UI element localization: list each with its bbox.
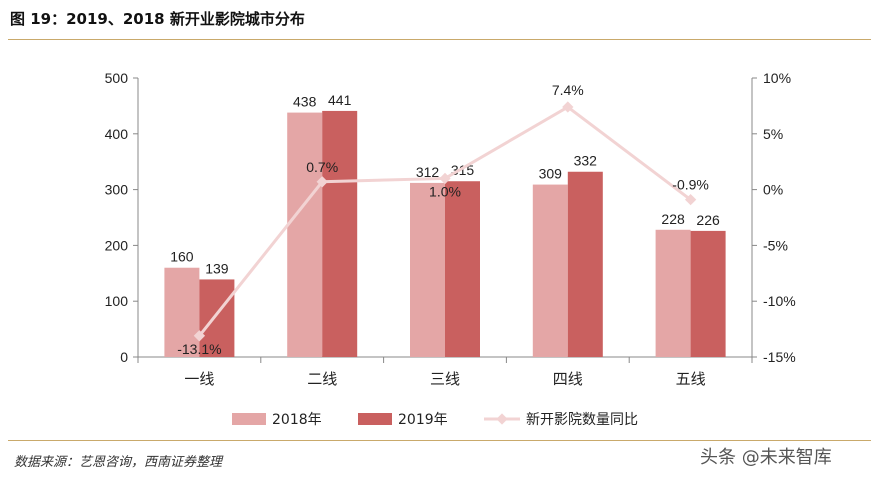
legend-swatch [358, 413, 392, 425]
x-tick-label: 二线 [307, 370, 337, 388]
y-right-tick-label: 0% [763, 182, 783, 198]
bar-data-label: 160 [170, 249, 194, 265]
y-left-tick-label: 200 [105, 237, 129, 253]
y-left-tick-label: 400 [105, 126, 129, 142]
x-tick-label: 四线 [553, 370, 583, 388]
bar-2018年 [655, 229, 691, 357]
footer-divider [8, 440, 871, 441]
watermark: 头条 @未来智库 [700, 447, 832, 468]
bar-2019年 [567, 171, 603, 357]
bar-data-label: 438 [293, 94, 317, 110]
bar-data-label: 441 [328, 92, 352, 108]
legend-label: 2019年 [398, 412, 448, 428]
bar-data-label: 139 [205, 260, 229, 276]
yoy-point [684, 193, 697, 206]
legend-marker [496, 413, 508, 425]
legend-label: 2018年 [272, 412, 322, 428]
yoy-data-label: 0.7% [306, 159, 338, 175]
bar-2019年 [199, 279, 235, 357]
bar-line-chart: 0 100 200 300 400 500 -15% -10% -5% 0% 5% 10% 一线 二线 三线… [105, 70, 796, 428]
bar-data-label: 332 [574, 153, 598, 169]
y-right-tick-label: -10% [763, 293, 796, 309]
legend-label: 新开影院数量同比 [526, 412, 638, 428]
x-tick-label: 三线 [430, 370, 460, 388]
yoy-point [439, 172, 451, 185]
y-right-tick-label: 5% [763, 126, 783, 142]
bar-2018年 [410, 182, 445, 357]
bar-2019年 [445, 181, 480, 357]
y-left-tick-label: 500 [105, 70, 129, 86]
bar-2019年 [322, 110, 358, 357]
yoy-point [193, 330, 206, 342]
y-left-tick-label: 0 [120, 349, 128, 365]
bar-data-label: 228 [661, 211, 685, 227]
bar-2018年 [532, 184, 568, 357]
x-tick-label: 一线 [184, 370, 214, 388]
bar-2018年 [164, 267, 200, 357]
bar-data-label: 312 [416, 164, 440, 180]
title-divider [8, 39, 871, 40]
y-left-tick-label: 300 [105, 182, 129, 198]
y-right-tick-label: -15% [763, 349, 796, 365]
y-left-tick-label: 100 [105, 293, 129, 309]
y-right-tick-label: -5% [763, 237, 788, 253]
bar-data-label: 309 [539, 166, 563, 182]
bar-2019年 [690, 230, 726, 357]
source-note: 数据来源：艺恩咨询，西南证券整理 [14, 455, 223, 470]
yoy-data-label: 1.0% [429, 183, 461, 199]
y-right-tick-label: 10% [763, 70, 791, 86]
bar-2018年 [287, 112, 323, 357]
yoy-data-label: -0.9% [672, 177, 709, 193]
yoy-point [316, 176, 328, 188]
legend-swatch [232, 413, 266, 425]
chart-title: 图 19：2019、2018 新开业影院城市分布 [10, 10, 305, 28]
x-tick-label: 五线 [676, 370, 706, 388]
yoy-data-label: 7.4% [552, 82, 584, 98]
bar-data-label: 226 [696, 212, 720, 228]
yoy-data-label: -13.1% [177, 341, 221, 357]
